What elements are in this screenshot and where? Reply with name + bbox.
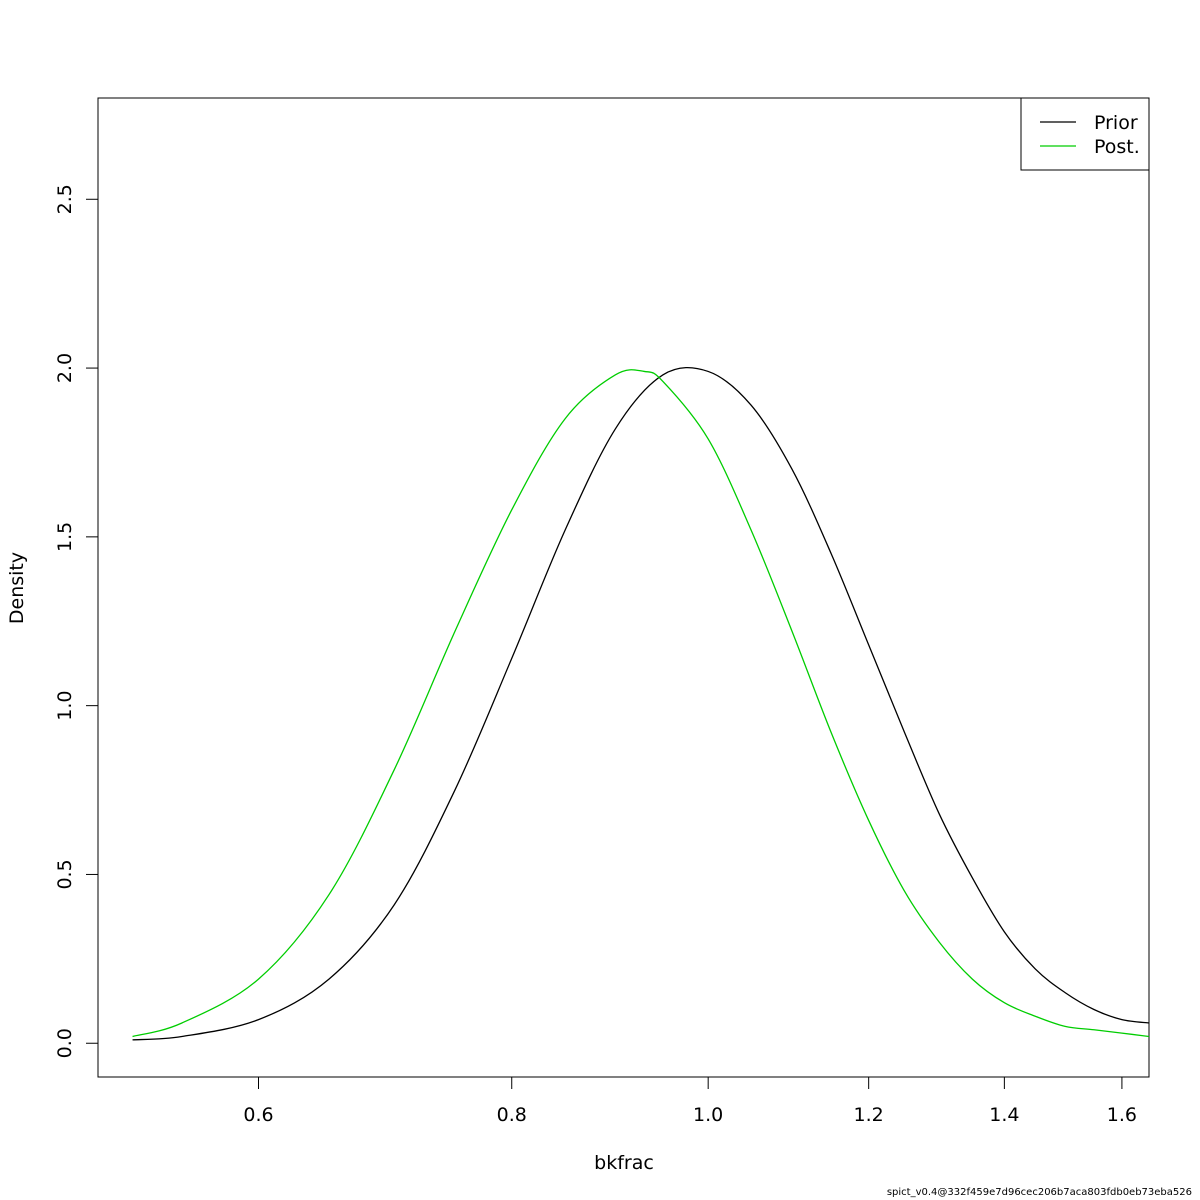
legend: Prior Post. xyxy=(1020,97,1150,171)
y-tick-label: 2.0 xyxy=(54,353,76,383)
series-layer xyxy=(132,366,1150,1041)
x-tick-label: 1.0 xyxy=(693,1104,723,1126)
version-footer: spict_v0.4@332f459e7d96cec206b7aca803fdb… xyxy=(886,1187,1192,1198)
x-tick-label: 0.8 xyxy=(497,1104,527,1126)
y-tick-label: 2.5 xyxy=(54,184,76,214)
plot-frame xyxy=(97,97,1150,1078)
x-tick-label: 0.6 xyxy=(243,1104,273,1126)
x-tick-label: 1.4 xyxy=(989,1104,1019,1126)
x-tick-label: 1.6 xyxy=(1107,1104,1137,1126)
y-axis: 0.0 0.5 1.0 1.5 2.0 2.5 xyxy=(54,184,98,1058)
y-tick-label: 0.5 xyxy=(54,859,76,889)
legend-box xyxy=(1020,97,1150,171)
series-line-post xyxy=(132,369,1150,1038)
series-line-prior xyxy=(132,366,1150,1041)
y-tick-label: 1.5 xyxy=(54,522,76,552)
x-axis: 0.6 0.8 1.0 1.2 1.4 1.6 xyxy=(243,1077,1137,1126)
legend-label-prior: Prior xyxy=(1094,112,1138,134)
y-tick-label: 0.0 xyxy=(54,1028,76,1058)
y-axis-label: Density xyxy=(6,552,28,624)
y-tick-label: 1.0 xyxy=(54,691,76,721)
x-axis-label: bkfrac xyxy=(594,1152,654,1174)
legend-label-post: Post. xyxy=(1094,136,1140,158)
x-tick-label: 1.2 xyxy=(854,1104,884,1126)
